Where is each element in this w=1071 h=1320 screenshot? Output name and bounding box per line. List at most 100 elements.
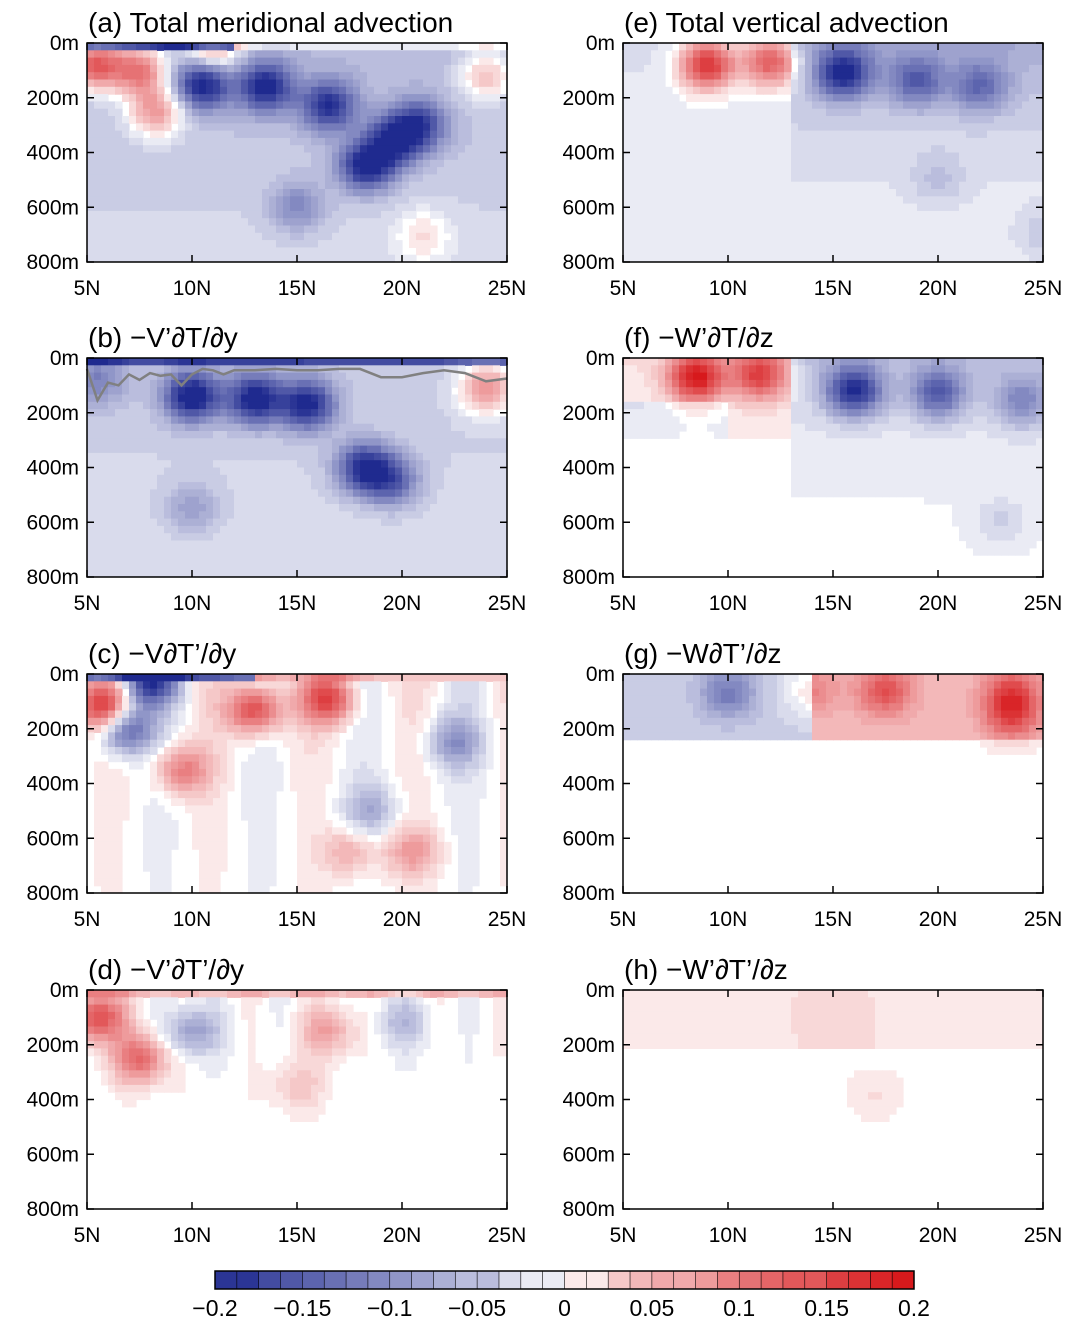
field-cell [185, 504, 193, 512]
y-tick-label: 200m [562, 87, 615, 110]
field-cell [486, 167, 494, 175]
field-cell [339, 525, 347, 534]
field-cell [199, 240, 207, 248]
field-cell [115, 210, 123, 219]
field-cell [444, 254, 452, 262]
field-cell [465, 137, 473, 146]
field-cell [234, 409, 242, 417]
field-cell [623, 254, 631, 262]
field-cell [290, 547, 298, 556]
field-cell [458, 123, 466, 132]
field-cell [423, 240, 431, 248]
field-cell [973, 189, 981, 197]
field-cell [486, 43, 494, 51]
field-cell [686, 123, 694, 132]
field-cell [381, 467, 389, 476]
field-cell [917, 225, 925, 234]
field-cell [129, 64, 137, 73]
field-cell [311, 254, 319, 262]
field-cell [339, 72, 347, 81]
field-cell [693, 116, 701, 124]
field-cell [346, 518, 354, 527]
field-cell [1008, 64, 1016, 73]
field-cell [290, 394, 298, 403]
field-cell [178, 167, 186, 175]
field-cell [297, 540, 305, 549]
field-cell [903, 254, 911, 262]
field-cell [896, 210, 904, 219]
field-cell [122, 445, 130, 454]
field-cell [388, 387, 396, 396]
field-cell [199, 181, 207, 190]
field-cell [171, 167, 179, 175]
field-cell [980, 240, 988, 248]
field-cell [318, 547, 326, 556]
field-cell [693, 72, 701, 81]
field-cell [199, 401, 207, 410]
field-cell [171, 94, 179, 102]
field-cell [952, 50, 960, 59]
field-cell [833, 43, 841, 51]
field-cell [234, 445, 242, 454]
field-cell [241, 379, 249, 388]
field-cell [360, 225, 368, 234]
field-cell [262, 438, 270, 447]
field-cell [283, 423, 291, 432]
field-cell [122, 43, 130, 51]
field-cell [917, 94, 925, 102]
field-cell [227, 387, 235, 396]
field-cell [171, 72, 179, 81]
field-cell [241, 518, 249, 527]
field-cell [192, 387, 200, 396]
field-cell [318, 240, 326, 248]
field-cell [833, 189, 841, 197]
field-cell [374, 210, 382, 219]
field-cell [311, 474, 319, 483]
field-cell [192, 438, 200, 447]
field-cell [213, 189, 221, 197]
field-cell [917, 72, 925, 81]
field-cell [721, 108, 729, 117]
field-cell [952, 57, 960, 66]
field-cell [367, 240, 375, 248]
field-cell [868, 94, 876, 102]
field-cell [213, 232, 221, 241]
field-cell [227, 518, 235, 527]
field-cell [1036, 116, 1043, 124]
field-cell [402, 137, 410, 146]
field-cell [749, 181, 757, 190]
field-cell [672, 108, 680, 117]
field-cell [185, 43, 193, 51]
field-cell [868, 86, 876, 95]
field-cell [945, 218, 953, 227]
field-cell [945, 225, 953, 234]
field-cell [297, 555, 305, 563]
field-cell [339, 401, 347, 410]
field-cell [297, 569, 305, 577]
field-cell [129, 79, 137, 88]
field-cell [227, 123, 235, 132]
field-cell [833, 167, 841, 175]
field-cell [346, 460, 354, 469]
field-cell [241, 167, 249, 175]
field-cell [276, 482, 284, 490]
field-cell [742, 159, 750, 168]
field-cell [269, 174, 277, 183]
field-cell [395, 116, 403, 124]
field-cell [143, 137, 151, 146]
field-cell [157, 225, 165, 234]
field-cell [623, 123, 631, 132]
field-cell [994, 152, 1002, 161]
field-cell [367, 467, 375, 476]
field-cell [367, 569, 375, 577]
field-cell [178, 232, 186, 241]
field-cell [248, 460, 256, 469]
field-cell [227, 137, 235, 146]
field-cell [644, 189, 652, 197]
field-cell [395, 401, 403, 410]
field-cell [129, 196, 137, 205]
field-cell [248, 533, 256, 542]
field-cell [416, 101, 424, 110]
field-cell [630, 203, 638, 212]
field-cell [903, 137, 911, 146]
